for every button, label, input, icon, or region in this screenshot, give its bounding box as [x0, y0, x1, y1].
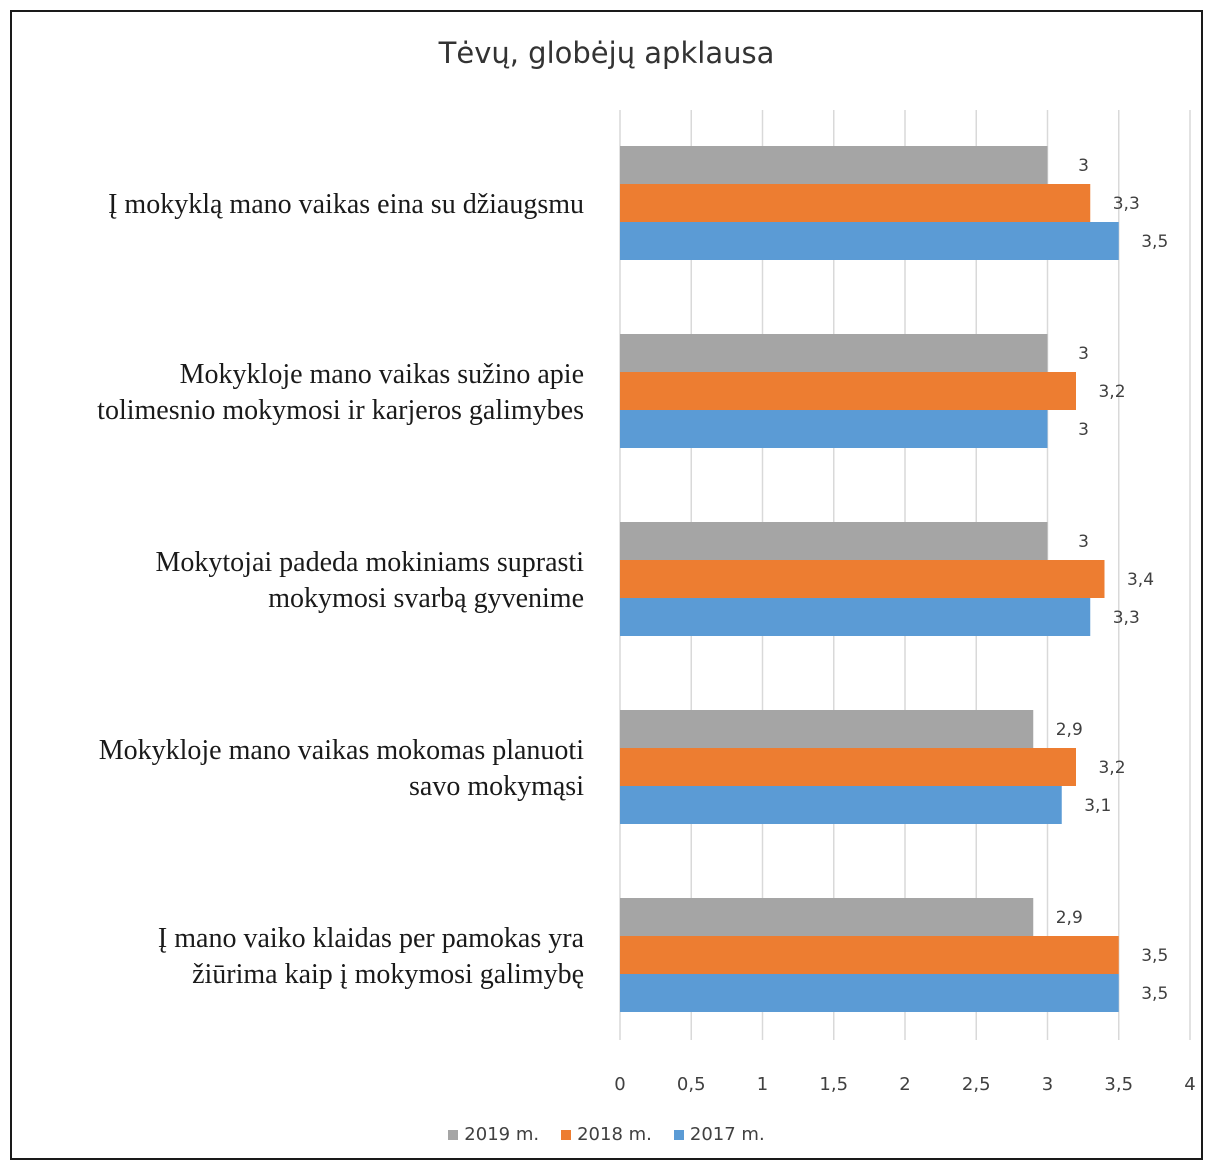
category-label: Į mokyklą mano vaikas eina su džiaugsmu	[108, 189, 584, 220]
x-tick-label: 2,5	[962, 1074, 991, 1095]
bar	[620, 522, 1048, 560]
category-label-line: Mokykloje mano vaikas sužino apie	[180, 359, 584, 390]
category-label-line: tolimesnio mokymosi ir karjeros galimybe…	[97, 395, 584, 426]
legend-item: 2019 m.	[448, 1124, 539, 1145]
bar	[620, 898, 1034, 936]
category-label-line: savo mokymąsi	[409, 771, 584, 802]
bars	[620, 146, 1119, 1012]
data-label: 3,3	[1113, 194, 1140, 214]
data-label: 2,9	[1056, 908, 1083, 928]
data-label: 3,1	[1084, 796, 1111, 816]
legend-item: 2018 m.	[561, 1124, 652, 1145]
category-label-line: Mokykloje mano vaikas mokomas planuoti	[99, 735, 584, 766]
bar	[620, 184, 1091, 222]
category-label: Mokykloje mano vaikas sužino apie tolimes…	[97, 359, 584, 426]
x-tick-label: 2	[899, 1074, 910, 1095]
category-label-line: mokymosi svarbą gyvenime	[268, 583, 584, 614]
x-tick-label: 1	[757, 1074, 768, 1095]
bar	[620, 786, 1062, 824]
bar	[620, 334, 1048, 372]
category-label-line: Į mokyklą mano vaikas eina su džiaugsmu	[108, 189, 584, 220]
x-tick-label: 3,5	[1104, 1074, 1133, 1095]
x-tick-label: 1,5	[819, 1074, 848, 1095]
bar	[620, 598, 1091, 636]
bar	[620, 560, 1105, 598]
data-label: 3	[1078, 156, 1089, 176]
legend-swatch	[673, 1129, 684, 1140]
category-label-line: Į mano vaiko klaidas per pamokas yra	[158, 923, 585, 954]
data-label: 3,5	[1141, 946, 1168, 966]
x-tick-label: 4	[1184, 1074, 1195, 1095]
x-tick-label: 3	[1042, 1074, 1053, 1095]
category-label-line: Mokytojai padeda mokiniams suprasti	[156, 547, 585, 578]
data-label: 3	[1078, 344, 1089, 364]
x-tick-label: 0,5	[677, 1074, 706, 1095]
legend-label: 2018 m.	[577, 1124, 652, 1145]
data-label: 2,9	[1056, 720, 1083, 740]
bar	[620, 710, 1034, 748]
legend-label: 2017 m.	[689, 1124, 765, 1145]
data-label: 3,4	[1127, 570, 1154, 590]
category-label: Mokykloje mano vaikas mokomas planuoti sa…	[99, 735, 584, 802]
data-label: 3	[1078, 532, 1089, 552]
legend: 2019 m. 2018 m. 2017 m.	[0, 1124, 1213, 1145]
data-label: 3	[1078, 420, 1089, 440]
category-label: Mokytojai padeda mokiniams suprasti mokym…	[156, 547, 585, 614]
bar	[620, 974, 1119, 1012]
legend-item: 2017 m.	[673, 1124, 765, 1145]
x-axis-tick-labels: 0 0,5 1 1,5 2 2,5 3 3,5 4	[614, 1074, 1195, 1095]
bar	[620, 936, 1119, 974]
bar	[620, 146, 1048, 184]
category-label-line: žiūrima kaip į mokymosi galimybę	[192, 959, 584, 990]
chart-title: Tėvų, globėjų apklausa	[438, 36, 775, 70]
bar	[620, 410, 1048, 448]
x-tick-label: 0	[614, 1074, 625, 1095]
bar	[620, 372, 1076, 410]
category-label: Į mano vaiko klaidas per pamokas yra žiūr…	[158, 923, 585, 990]
bar	[620, 748, 1076, 786]
data-label: 3,5	[1141, 232, 1168, 252]
legend-label: 2019 m.	[464, 1124, 540, 1145]
data-label: 3,2	[1098, 382, 1125, 402]
data-label: 3,3	[1113, 608, 1140, 628]
legend-swatch	[561, 1129, 572, 1140]
data-label: 3,2	[1098, 758, 1125, 778]
data-label: 3,5	[1141, 984, 1168, 1004]
legend-swatch	[448, 1129, 459, 1140]
category-labels: Į mokyklą mano vaikas eina su džiaugsmu M…	[97, 189, 584, 990]
bar	[620, 222, 1119, 260]
